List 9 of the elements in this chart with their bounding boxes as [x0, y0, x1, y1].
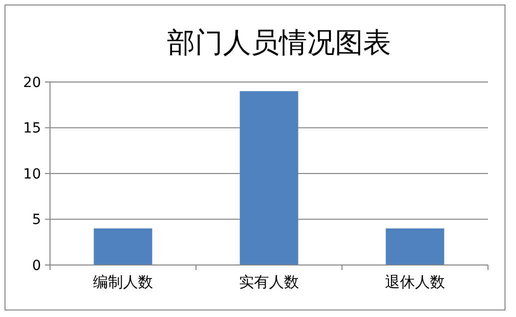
- y-tick-label: 20: [23, 74, 41, 91]
- y-tick-label: 10: [23, 166, 41, 182]
- x-tick-label: 实有人数: [239, 273, 299, 291]
- chart-title: 部门人员情况图表: [167, 26, 391, 59]
- y-tick-label: 5: [32, 212, 41, 228]
- y-tick-label: 0: [32, 258, 41, 274]
- y-tick-label: 15: [23, 120, 41, 137]
- x-tick-label: 编制人数: [93, 273, 153, 291]
- x-tick-label: 退休人数: [385, 273, 445, 291]
